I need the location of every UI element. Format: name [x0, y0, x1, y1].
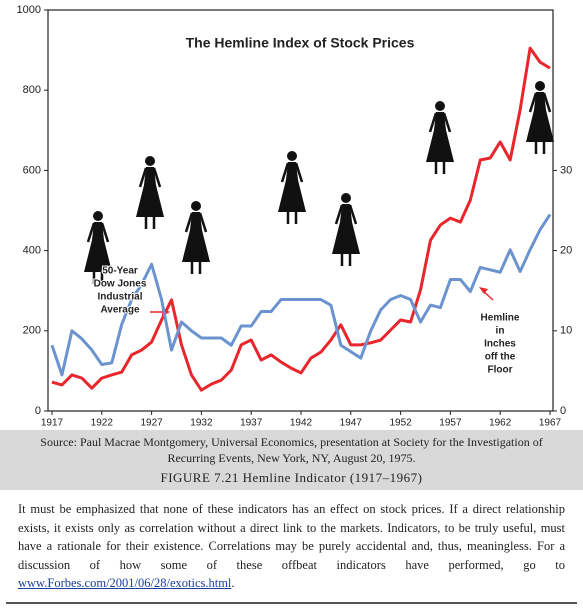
y-tick-label: 400	[23, 245, 41, 257]
link[interactable]: www.Forbes.com/2001/06/28/exotics.html	[18, 576, 232, 590]
source: Source: Paul Macrae Montgomery, Universa…	[40, 435, 543, 465]
x-tick-label: 1952	[389, 418, 412, 429]
y-tick-label: 1000	[17, 4, 41, 16]
annotation: in	[496, 326, 505, 337]
y2-tick-label: 30	[560, 164, 572, 176]
annotation: Dow Jones	[94, 279, 147, 290]
annotation: Hemline	[481, 313, 520, 324]
annotation: Industrial	[97, 292, 142, 303]
x-tick-label: 1932	[190, 418, 213, 429]
annotation: 50-Year	[102, 266, 138, 277]
arrow-head	[479, 287, 488, 294]
y2-tick-label: 0	[560, 405, 566, 417]
x-tick-label: 1937	[240, 418, 263, 429]
silhouettes	[82, 79, 556, 286]
x-tick-label: 1917	[41, 418, 64, 429]
annotation: Inches	[484, 339, 516, 350]
x-tick-label: 1962	[489, 418, 512, 429]
y2-tick-label: 20	[560, 245, 572, 257]
x-tick-label: 1942	[290, 418, 313, 429]
y-tick-label: 200	[23, 325, 41, 337]
paragraph-end: .	[231, 576, 235, 590]
x-tick-label: 1947	[340, 418, 363, 429]
x-tick-label: 1922	[91, 418, 114, 429]
figure-caption: FIGURE 7.21 Hemline Indicator (1917–1967…	[160, 470, 423, 485]
x-tick-label: 1967	[539, 418, 562, 429]
paragraph-text: It must be emphasized that none of these…	[18, 502, 565, 572]
annotation: Floor	[488, 365, 513, 376]
x-tick-label: 1957	[439, 418, 462, 429]
y-tick-label: 800	[23, 84, 41, 96]
chart: The Hemline Index of Stock Prices 020040…	[17, 4, 573, 429]
series-line	[50, 213, 552, 377]
y-tick-label: 0	[35, 405, 41, 417]
annotation: Average	[100, 305, 140, 316]
series-line	[51, 46, 551, 392]
paragraph: It must be emphasized that none of these…	[0, 490, 583, 593]
y-tick-label: 600	[23, 164, 41, 176]
y2-tick-label: 10	[560, 325, 572, 337]
rule	[6, 602, 577, 604]
x-tick-label: 1927	[140, 418, 163, 429]
text-area: Source: Paul Macrae Montgomery, Universa…	[0, 430, 583, 613]
source-box: Source: Paul Macrae Montgomery, Universa…	[0, 430, 583, 490]
annotation: off the	[485, 352, 516, 363]
chart-title: The Hemline Index of Stock Prices	[186, 35, 415, 51]
